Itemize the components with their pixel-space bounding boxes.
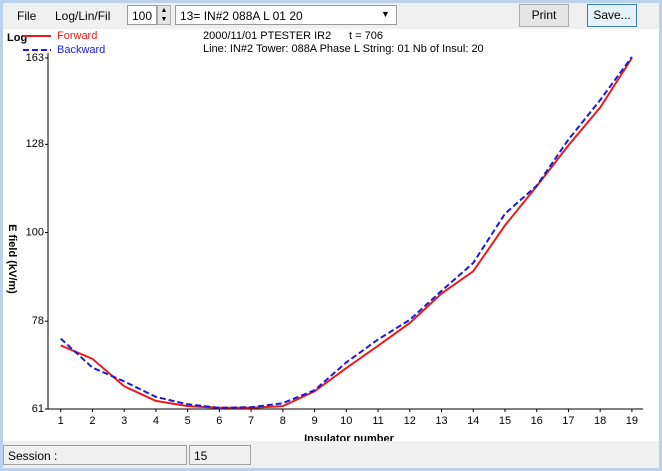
y-tick-label: 100	[26, 226, 44, 238]
x-axis-label: Insulator number	[304, 433, 395, 441]
session-status: Session : PorcelainSamples.PRN	[3, 445, 187, 465]
x-tick-label: 14	[467, 415, 479, 427]
series-line	[60, 57, 633, 409]
time-label: t = 706	[349, 30, 383, 42]
spin-box[interactable]: 100	[127, 5, 157, 25]
y-tick-label: 61	[32, 403, 44, 415]
x-tick-label: 8	[280, 415, 286, 427]
chart-subtitle: Line: IN#2 Tower: 088A Phase L String: 0…	[203, 43, 484, 55]
save-button[interactable]: Save...	[587, 4, 637, 27]
x-tick-label: 10	[340, 415, 352, 427]
string-select[interactable]: 13= IN#2 088A L 01 20	[175, 5, 397, 25]
series-line	[60, 56, 633, 409]
x-tick-label: 1	[58, 415, 64, 427]
scale-label: Log	[7, 32, 27, 44]
x-tick-label: 5	[185, 415, 191, 427]
legend-label: Backward	[57, 44, 105, 56]
count-status: 15 strings	[189, 445, 251, 465]
menu-scale[interactable]: Log/Lin/Fil	[55, 9, 111, 23]
y-tick-label: 163	[26, 52, 44, 64]
x-tick-label: 15	[499, 415, 511, 427]
x-tick-label: 6	[216, 415, 222, 427]
x-tick-label: 3	[121, 415, 127, 427]
legend-label: Forward	[57, 30, 97, 42]
y-tick-label: 128	[26, 138, 44, 150]
x-tick-label: 16	[531, 415, 543, 427]
x-tick-label: 4	[153, 415, 159, 427]
y-tick-label: 78	[32, 315, 44, 327]
x-tick-label: 12	[404, 415, 416, 427]
x-tick-label: 17	[562, 415, 574, 427]
chart: Log 2000/11/01 PTESTER IR2 t = 706 Line:…	[3, 29, 659, 441]
x-tick-label: 7	[248, 415, 254, 427]
x-tick-label: 9	[311, 415, 317, 427]
print-button[interactable]: Print	[519, 4, 569, 27]
x-tick-label: 2	[89, 415, 95, 427]
dropdown-arrow[interactable]: ▼	[381, 9, 390, 19]
x-tick-label: 19	[626, 415, 638, 427]
x-tick-label: 11	[372, 415, 383, 427]
x-tick-label: 18	[594, 415, 606, 427]
y-axis-label: E field (kV/m)	[6, 224, 18, 294]
menu-file[interactable]: File	[17, 9, 37, 23]
x-tick-label: 13	[435, 415, 447, 427]
chart-title: 2000/11/01 PTESTER IR2	[203, 30, 331, 42]
spin-arrows[interactable]: ▲ ▼	[157, 5, 171, 25]
